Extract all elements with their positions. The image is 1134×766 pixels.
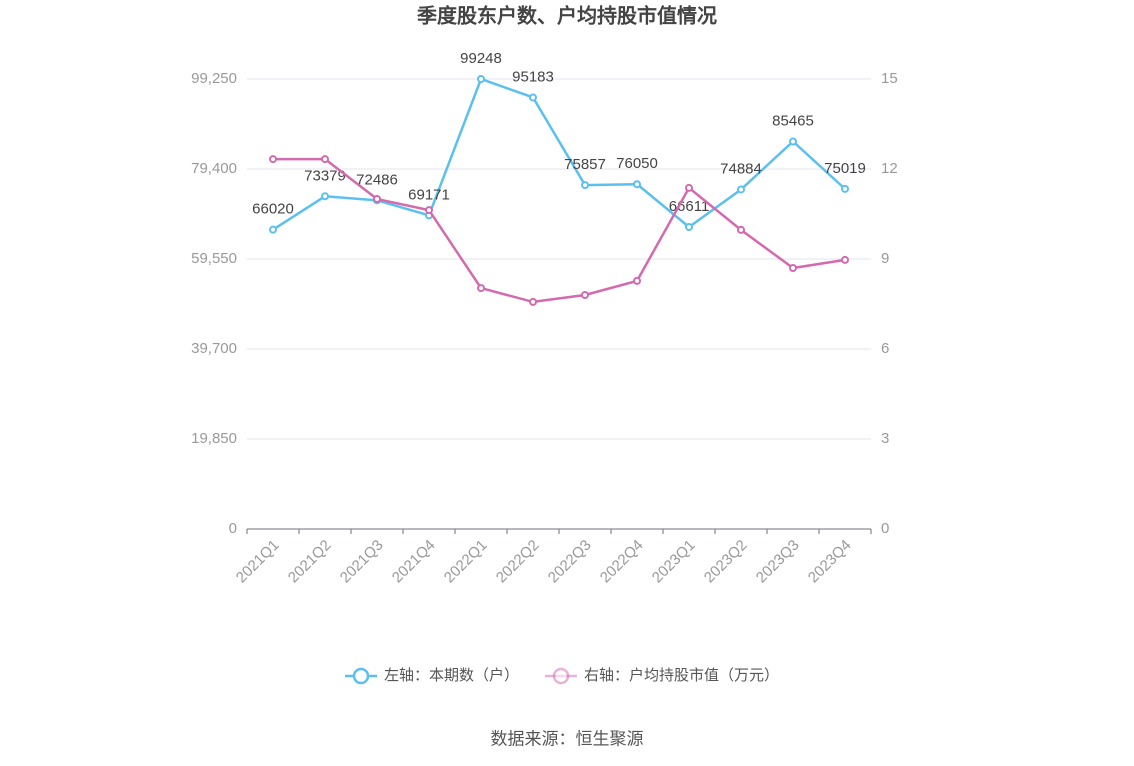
y2-tick-label: 15 bbox=[881, 70, 898, 87]
point bbox=[685, 222, 693, 231]
point bbox=[477, 75, 485, 84]
x-tick-label: 2023Q3 bbox=[753, 537, 803, 587]
legend-label: 右轴：户均持股市值（万元） bbox=[584, 667, 779, 684]
data-label: 76050 bbox=[616, 155, 658, 172]
legend-label: 左轴：本期数（户） bbox=[384, 667, 519, 684]
data-label: 66020 bbox=[252, 201, 294, 218]
x-tick-label: 2021Q4 bbox=[389, 537, 439, 587]
point bbox=[529, 297, 537, 306]
data-label: 74884 bbox=[720, 160, 762, 177]
x-tick-label: 2023Q4 bbox=[805, 537, 855, 587]
point bbox=[373, 195, 381, 203]
x-tick-label: 2021Q2 bbox=[285, 537, 335, 587]
point bbox=[425, 206, 433, 215]
x-tick-label: 2021Q1 bbox=[233, 537, 283, 587]
x-tick-label: 2023Q2 bbox=[701, 537, 751, 587]
y-tick-label: 0 bbox=[229, 520, 237, 537]
point bbox=[269, 225, 277, 234]
x-tick-label: 2022Q2 bbox=[493, 537, 543, 587]
point bbox=[529, 93, 537, 102]
y2-tick-label: 9 bbox=[881, 250, 889, 267]
point bbox=[321, 192, 329, 201]
data-label: 66611 bbox=[669, 198, 710, 215]
chart-title: 季度股东户数、户均持股市值情况 bbox=[416, 3, 717, 27]
point bbox=[269, 155, 277, 164]
point bbox=[321, 155, 329, 164]
point bbox=[737, 225, 745, 234]
legend-marker bbox=[552, 667, 570, 685]
data-label: 75857 bbox=[564, 156, 606, 173]
source: 数据来源：恒生聚源 bbox=[491, 729, 644, 748]
point bbox=[737, 185, 745, 194]
point bbox=[581, 181, 589, 190]
x-tick-label: 2022Q4 bbox=[597, 537, 647, 587]
series-line bbox=[273, 157, 846, 304]
point bbox=[581, 291, 589, 299]
data-label: 99248 bbox=[460, 50, 502, 67]
x-tick-label: 2022Q3 bbox=[545, 537, 595, 587]
legend-marker bbox=[352, 667, 370, 685]
series-line bbox=[272, 77, 846, 231]
point bbox=[685, 183, 693, 192]
x-tick-label: 2022Q1 bbox=[441, 537, 491, 587]
y-tick-label: 59,550 bbox=[191, 250, 237, 267]
y2-tick-label: 6 bbox=[881, 340, 889, 357]
y2-tick-label: 12 bbox=[881, 160, 898, 177]
point bbox=[789, 264, 797, 272]
y2-tick-label: 0 bbox=[881, 520, 889, 537]
point bbox=[841, 255, 849, 264]
data-label: 72486 bbox=[356, 171, 398, 188]
point bbox=[841, 184, 849, 193]
y-tick-label: 39,700 bbox=[191, 340, 237, 357]
data-label: 69171 bbox=[408, 186, 450, 203]
point bbox=[789, 137, 797, 146]
x-tick-label: 2021Q3 bbox=[337, 537, 387, 587]
data-label: 75019 bbox=[824, 160, 866, 177]
data-label: 85465 bbox=[772, 112, 814, 129]
y-tick-label: 19,850 bbox=[191, 430, 237, 447]
point bbox=[477, 284, 485, 293]
y-tick-label: 99,250 bbox=[191, 70, 237, 87]
y2-tick-label: 3 bbox=[881, 430, 889, 447]
x-tick-label: 2023Q1 bbox=[649, 537, 699, 587]
data-label: 73379 bbox=[304, 167, 346, 184]
y-tick-label: 79,400 bbox=[191, 160, 237, 177]
data-label: 95183 bbox=[512, 68, 554, 85]
point bbox=[633, 180, 641, 189]
point bbox=[633, 276, 641, 285]
